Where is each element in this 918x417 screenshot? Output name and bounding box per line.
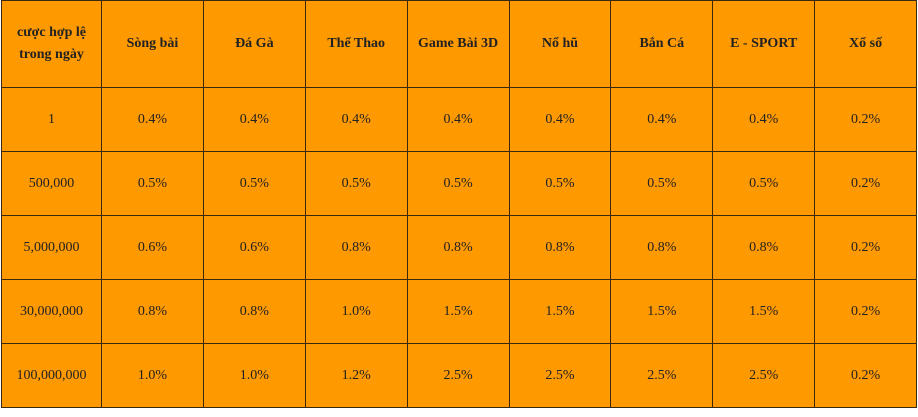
table-row: 30,000,000 0.8% 0.8% 1.0% 1.5% 1.5% 1.5% 1.5% 0.… xyxy=(1,279,917,344)
rate-cell: 2.5% xyxy=(610,343,714,408)
rate-cell: 0.5% xyxy=(101,151,204,216)
header-cell: Đá Gà xyxy=(202,0,306,88)
rate-cell: 0.5% xyxy=(610,151,714,216)
rate-cell: 0.8% xyxy=(304,215,408,280)
rate-cell: 1.5% xyxy=(508,279,612,344)
header-cell: Xổ số xyxy=(814,0,917,88)
table-row: 1 0.4% 0.4% 0.4% 0.4% 0.4% 0.4% 0.4% 0.2% xyxy=(1,87,917,152)
rate-cell: 0.2% xyxy=(814,343,917,408)
header-cell: E - SPORT xyxy=(712,0,816,88)
header-cell: cược hợp lệ trong ngày xyxy=(1,0,102,88)
rate-cell: 2.5% xyxy=(712,343,816,408)
rate-cell: 0.4% xyxy=(304,87,408,152)
header-cell: Bắn Cá xyxy=(610,0,714,88)
rate-cell: 1.5% xyxy=(610,279,714,344)
table-row: 500,000 0.5% 0.5% 0.5% 0.5% 0.5% 0.5% 0.5% 0.2% xyxy=(1,151,917,216)
table-body: 1 0.4% 0.4% 0.4% 0.4% 0.4% 0.4% 0.4% 0.2% 500,000… xyxy=(1,87,917,408)
rate-cell: 1.0% xyxy=(304,279,408,344)
rate-cell: 0.5% xyxy=(304,151,408,216)
rate-cell: 0.5% xyxy=(406,151,510,216)
rate-cell: 1.0% xyxy=(202,343,306,408)
header-row: cược hợp lệ trong ngày Sòng bài Đá Gà Thể T… xyxy=(1,0,917,88)
threshold-cell: 500,000 xyxy=(1,151,102,216)
header-cell: Nổ hũ xyxy=(508,0,612,88)
threshold-cell: 5,000,000 xyxy=(1,215,102,280)
rate-cell: 0.8% xyxy=(406,215,510,280)
rate-cell: 0.4% xyxy=(712,87,816,152)
header-cell: Game Bài 3D xyxy=(406,0,510,88)
rebate-table: cược hợp lệ trong ngày Sòng bài Đá Gà Thể T… xyxy=(1,0,917,408)
threshold-cell: 100,000,000 xyxy=(1,343,102,408)
threshold-cell: 30,000,000 xyxy=(1,279,102,344)
rate-cell: 0.8% xyxy=(610,215,714,280)
rate-cell: 0.2% xyxy=(814,215,917,280)
rate-cell: 2.5% xyxy=(508,343,612,408)
rate-cell: 2.5% xyxy=(406,343,510,408)
rate-cell: 0.2% xyxy=(814,87,917,152)
rate-cell: 1.5% xyxy=(712,279,816,344)
table-header: cược hợp lệ trong ngày Sòng bài Đá Gà Thể T… xyxy=(1,0,917,88)
table-row: 100,000,000 1.0% 1.0% 1.2% 2.5% 2.5% 2.5% 2.5% 0… xyxy=(1,343,917,408)
rate-cell: 0.8% xyxy=(202,279,306,344)
rate-cell: 0.4% xyxy=(202,87,306,152)
rate-cell: 0.8% xyxy=(101,279,204,344)
rate-cell: 0.6% xyxy=(101,215,204,280)
rate-cell: 0.8% xyxy=(508,215,612,280)
rate-cell: 0.5% xyxy=(202,151,306,216)
rate-cell: 0.6% xyxy=(202,215,306,280)
threshold-cell: 1 xyxy=(1,87,102,152)
rate-cell: 0.5% xyxy=(712,151,816,216)
header-cell: Thể Thao xyxy=(304,0,408,88)
rate-cell: 0.2% xyxy=(814,279,917,344)
rate-cell: 0.4% xyxy=(508,87,612,152)
rate-cell: 0.4% xyxy=(406,87,510,152)
rate-cell: 1.0% xyxy=(101,343,204,408)
rate-cell: 1.5% xyxy=(406,279,510,344)
rate-cell: 0.2% xyxy=(814,151,917,216)
rate-cell: 0.8% xyxy=(712,215,816,280)
rate-cell: 0.4% xyxy=(610,87,714,152)
header-cell: Sòng bài xyxy=(101,0,204,88)
rate-cell: 0.5% xyxy=(508,151,612,216)
rate-cell: 0.4% xyxy=(101,87,204,152)
table-row: 5,000,000 0.6% 0.6% 0.8% 0.8% 0.8% 0.8% 0.8% 0.2… xyxy=(1,215,917,280)
rate-cell: 1.2% xyxy=(304,343,408,408)
